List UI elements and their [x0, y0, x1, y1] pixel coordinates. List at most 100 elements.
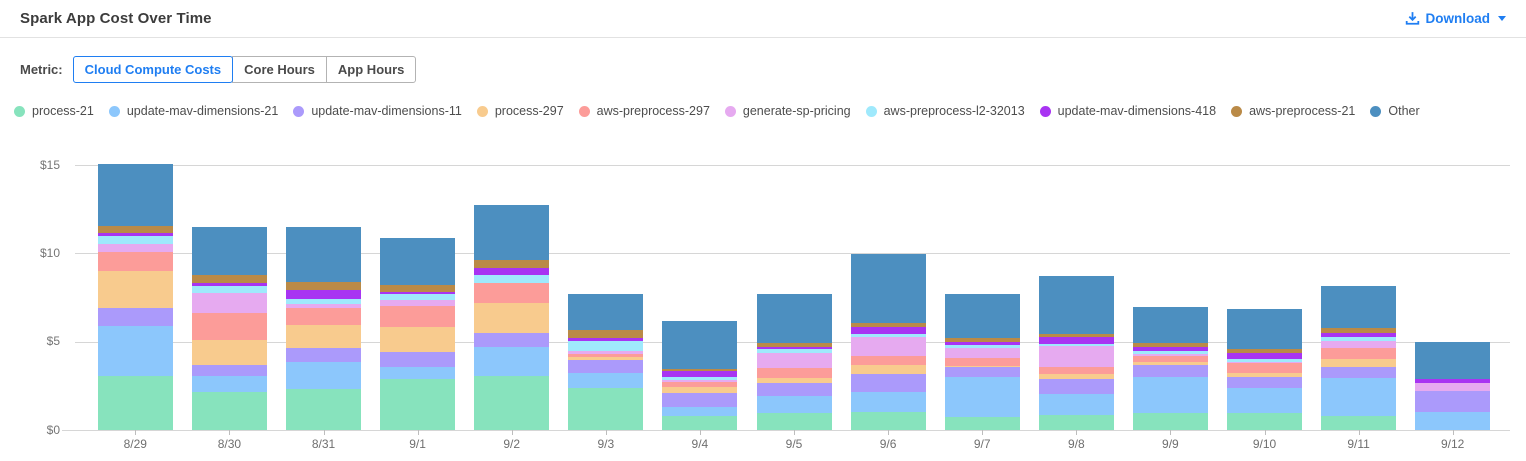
x-axis-tick: [888, 430, 890, 435]
legend-label: update-mav-dimensions-11: [311, 104, 462, 118]
bar-9-9: [1132, 306, 1208, 430]
x-axis-tick: [1076, 430, 1078, 435]
bar-segment-update-mav-dimensions-21: [662, 406, 738, 417]
bar-segment-process-21: [850, 411, 926, 430]
bar-segment-process-297: [1038, 374, 1114, 380]
bar-segment-update-mav-dimensions-418: [1038, 337, 1114, 344]
x-axis-label: 8/29: [123, 437, 147, 451]
x-axis-tick: [605, 430, 607, 435]
x-axis-label: 9/7: [973, 437, 991, 451]
bar-segment-update-mav-dimensions-418: [191, 282, 267, 287]
bar-segment-aws-preprocess-297: [286, 308, 361, 326]
legend-label: process-21: [32, 104, 94, 118]
bar-segment-update-mav-dimensions-418: [1132, 346, 1208, 351]
metric-label: Metric:: [20, 62, 63, 77]
bar-segment-aws-preprocess-297: [944, 358, 1020, 366]
bar-segment-process-297: [1227, 372, 1302, 378]
bar-segment-generate-sp-pricing: [1038, 345, 1114, 367]
x-axis-label: 9/10: [1252, 437, 1277, 451]
bar-segment-aws-preprocess-21: [1038, 333, 1114, 338]
bar-segment-aws-preprocess-21: [1321, 328, 1397, 334]
grid-line: [75, 253, 1510, 255]
bar-segment-aws-preprocess-l2-32013: [97, 235, 173, 244]
bar-segment-update-mav-dimensions-11: [380, 352, 456, 367]
metric-option-app-hours[interactable]: App Hours: [325, 56, 417, 83]
grid-line: [75, 165, 1510, 166]
bar-segment-update-mav-dimensions-21: [756, 395, 832, 413]
bar-segment-Other: [850, 254, 926, 324]
bar-segment-aws-preprocess-21: [191, 274, 267, 283]
bar-segment-aws-preprocess-297: [380, 306, 456, 327]
x-axis-tick: [417, 430, 419, 435]
bar-segment-update-mav-dimensions-11: [97, 308, 173, 326]
bar-segment-aws-preprocess-l2-32013: [756, 349, 832, 353]
bar-segment-aws-preprocess-21: [474, 260, 550, 269]
bar-segment-Other: [1415, 341, 1491, 380]
bar-segment-process-21: [944, 416, 1020, 430]
bar-segment-update-mav-dimensions-418: [568, 337, 644, 341]
bar-segment-process-21: [1227, 413, 1302, 430]
bar-segment-update-mav-dimensions-21: [1321, 378, 1397, 417]
y-axis-label: $15: [39, 157, 60, 172]
bar-segment-update-mav-dimensions-418: [1321, 333, 1397, 337]
bar-segment-aws-preprocess-297: [1227, 363, 1302, 373]
bar-segment-generate-sp-pricing: [1227, 361, 1302, 364]
bar-segment-aws-preprocess-l2-32013: [474, 275, 550, 284]
bar-segment-update-mav-dimensions-418: [850, 327, 926, 334]
bar-segment-update-mav-dimensions-11: [1038, 379, 1114, 394]
bar-segment-update-mav-dimensions-11: [1132, 364, 1208, 377]
bar-segment-aws-preprocess-21: [97, 226, 173, 234]
download-button[interactable]: Download: [1405, 11, 1506, 26]
bar-segment-process-21: [1132, 412, 1208, 430]
bar-segment-update-mav-dimensions-21: [97, 325, 173, 377]
bar-segment-update-mav-dimensions-418: [944, 341, 1020, 345]
bar-segment-update-mav-dimensions-21: [568, 373, 644, 389]
bar-segment-update-mav-dimensions-418: [1415, 379, 1491, 384]
legend-label: process-297: [494, 104, 564, 118]
bar-segment-aws-preprocess-21: [1227, 348, 1302, 353]
metric-option-cloud-compute-costs[interactable]: Cloud Compute Costs: [72, 56, 234, 83]
x-axis-tick: [229, 430, 231, 435]
bar-segment-aws-preprocess-297: [850, 356, 926, 366]
bar-segment-process-21: [191, 392, 267, 430]
bar-segment-process-297: [850, 365, 926, 375]
bar-9-1: [380, 237, 456, 430]
bar-segment-process-21: [1038, 414, 1114, 430]
bar-segment-aws-preprocess-297: [662, 381, 738, 388]
x-axis-label: 9/9: [1162, 437, 1179, 451]
x-axis-label: 9/12: [1441, 437, 1465, 451]
grid-line: [62, 430, 1510, 431]
bar-segment-generate-sp-pricing: [97, 243, 173, 253]
metric-row: Metric: Cloud Compute Costs Core Hours App…: [20, 56, 417, 83]
legend-item: aws-preprocess-297: [578, 104, 710, 118]
metric-option-core-hours[interactable]: Core Hours: [232, 56, 327, 83]
bar-segment-aws-preprocess-297: [568, 353, 644, 357]
bar-segment-Other: [1132, 306, 1208, 343]
x-axis-tick: [1358, 430, 1360, 435]
bar-9-11: [1321, 285, 1397, 430]
bar-segment-update-mav-dimensions-21: [1132, 376, 1208, 413]
bar-segment-update-mav-dimensions-418: [380, 291, 456, 294]
legend-dot-icon: [724, 105, 736, 117]
bar-9-8: [1038, 275, 1114, 430]
x-axis-tick: [1452, 430, 1454, 435]
bar-segment-aws-preprocess-l2-32013: [1227, 359, 1302, 362]
legend-dot-icon: [1039, 105, 1051, 117]
bar-segment-process-297: [380, 326, 456, 353]
bar-segment-Other: [286, 227, 361, 282]
bar-segment-process-297: [286, 325, 361, 348]
caret-down-icon: [1498, 16, 1506, 21]
download-label: Download: [1425, 11, 1491, 26]
legend-item: aws-preprocess-21: [1231, 104, 1355, 118]
bar-segment-update-mav-dimensions-418: [286, 290, 361, 300]
bar-segment-Other: [568, 293, 644, 330]
bar-9-10: [1227, 308, 1302, 430]
bar-segment-generate-sp-pricing: [191, 293, 267, 313]
bar-segment-update-mav-dimensions-11: [850, 374, 926, 392]
y-axis-label: $0: [46, 422, 60, 437]
bar-segment-update-mav-dimensions-21: [191, 376, 267, 393]
legend-dot-icon: [1231, 105, 1243, 117]
bar-segment-update-mav-dimensions-11: [1227, 377, 1302, 389]
bar-segment-process-297: [191, 339, 267, 365]
legend-item: update-mav-dimensions-418: [1039, 104, 1216, 118]
